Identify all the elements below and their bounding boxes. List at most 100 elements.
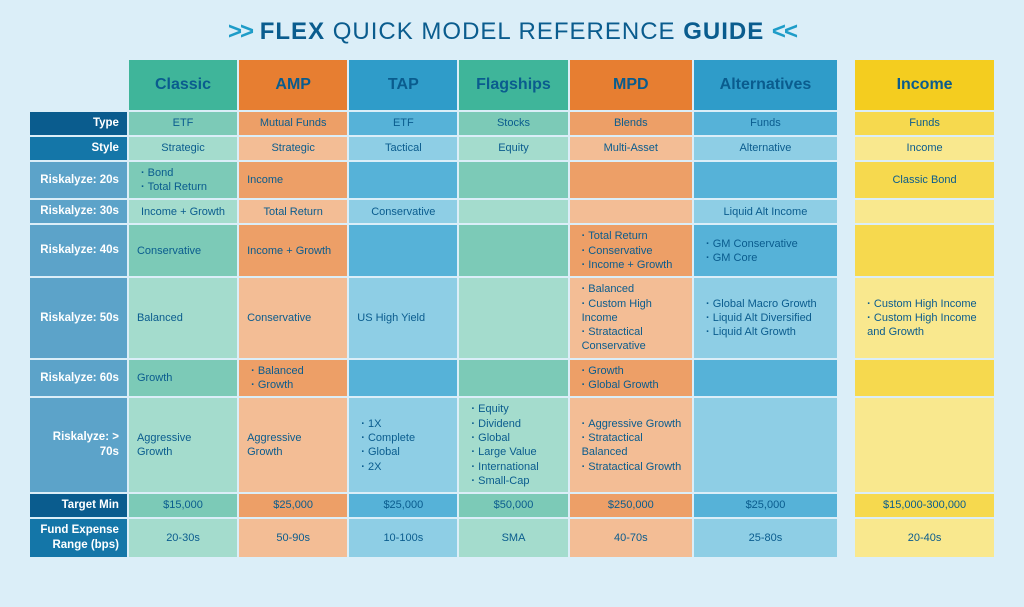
column-header: TAP (349, 60, 457, 110)
cell-list-item: GM Core (706, 251, 829, 265)
table-cell: Balanced (129, 278, 237, 357)
cell-list-item: Custom High Income (867, 297, 986, 311)
table-cell: Equity (459, 137, 567, 160)
cell-list-item: Bond (141, 166, 229, 180)
column-header: Flagships (459, 60, 567, 110)
table-cell: $50,000 (459, 494, 567, 517)
title-left-arrows: >> (228, 18, 252, 45)
table-cell: 50-90s (239, 519, 347, 557)
table-cell (694, 360, 837, 397)
table-cell (855, 360, 994, 397)
table-cell (855, 398, 994, 492)
table-cell: 1XCompleteGlobal2X (349, 398, 457, 492)
table-cell: Strategic (129, 137, 237, 160)
row-label: Style (30, 137, 127, 160)
row-label: Riskalyze: 20s (30, 162, 127, 199)
table-cell: ETF (349, 112, 457, 135)
cell-list-item: Stratactical Balanced (582, 431, 684, 460)
table-cell: $15,000-300,000 (855, 494, 994, 517)
cell-list-item: Growth (582, 364, 684, 378)
table-cell (459, 278, 567, 357)
table-cell: $25,000 (349, 494, 457, 517)
table-cell: $25,000 (239, 494, 347, 517)
cell-list-item: Conservative (582, 244, 684, 258)
row-label: Riskalyze: 40s (30, 225, 127, 276)
row-label: Fund Expense Range (bps) (30, 519, 127, 557)
cell-list-item: Custom High Income (582, 297, 684, 326)
table-cell (855, 200, 994, 223)
cell-list-item: Stratactical Growth (582, 460, 684, 474)
table-cell: Conservative (349, 200, 457, 223)
table-cell: 40-70s (570, 519, 692, 557)
table-cell: Aggressive GrowthStratactical BalancedSt… (570, 398, 692, 492)
cell-list-item: Global Macro Growth (706, 297, 829, 311)
table-cell: Tactical (349, 137, 457, 160)
cell-list-item: Large Value (471, 445, 559, 459)
table-cell: Aggressive Growth (129, 398, 237, 492)
row-label: Riskalyze: 60s (30, 360, 127, 397)
table-cell: $15,000 (129, 494, 237, 517)
table-cell (349, 225, 457, 276)
table-cell: Funds (694, 112, 837, 135)
title-mid: QUICK MODEL REFERENCE (325, 18, 683, 45)
cell-list-item: Custom High Income and Growth (867, 311, 986, 340)
table-cell (855, 225, 994, 276)
cell-list-item: Liquid Alt Diversified (706, 311, 829, 325)
table-cell: Strategic (239, 137, 347, 160)
table-cell: 20-40s (855, 519, 994, 557)
cell-list-item: Global (471, 431, 559, 445)
cell-list-item: Growth (251, 378, 339, 392)
cell-list-item: 2X (361, 460, 449, 474)
table-cell: Income + Growth (129, 200, 237, 223)
table-cell: 20-30s (129, 519, 237, 557)
row-label: Riskalyze: > 70s (30, 398, 127, 492)
table-cell: Classic Bond (855, 162, 994, 199)
table-cell: GM ConservativeGM Core (694, 225, 837, 276)
row-label: Type (30, 112, 127, 135)
cell-list-item: 1X (361, 417, 449, 431)
table-cell: BalancedCustom High IncomeStratactical C… (570, 278, 692, 357)
table-cell (459, 225, 567, 276)
table-cell: Aggressive Growth (239, 398, 347, 492)
row-label: Riskalyze: 50s (30, 278, 127, 357)
cell-list-item: Total Return (141, 180, 229, 194)
table-cell: Income + Growth (239, 225, 347, 276)
row-label: Target Min (30, 494, 127, 517)
table-cell: ETF (129, 112, 237, 135)
title-bold-1: FLEX (260, 18, 325, 45)
table-cell: BondTotal Return (129, 162, 237, 199)
column-header: MPD (570, 60, 692, 110)
table-cell: SMA (459, 519, 567, 557)
cell-list-item: Small-Cap (471, 474, 559, 488)
table-cell: Income (855, 137, 994, 160)
table-cell: Stocks (459, 112, 567, 135)
cell-list-item: Complete (361, 431, 449, 445)
table-cell: Global Macro GrowthLiquid Alt Diversifie… (694, 278, 837, 357)
table-cell: Liquid Alt Income (694, 200, 837, 223)
page-title: >> FLEX QUICK MODEL REFERENCE GUIDE << (28, 18, 996, 46)
cell-list-item: Global (361, 445, 449, 459)
cell-list-item: Liquid Alt Growth (706, 325, 829, 339)
table-cell (459, 162, 567, 199)
table-cell: GrowthGlobal Growth (570, 360, 692, 397)
table-cell: $25,000 (694, 494, 837, 517)
cell-list-item: Total Return (582, 229, 684, 243)
cell-list-item: Balanced (251, 364, 339, 378)
table-cell: Income (239, 162, 347, 199)
cell-list-item: International (471, 460, 559, 474)
table-cell: Funds (855, 112, 994, 135)
column-header: Income (855, 60, 994, 110)
table-cell: Custom High IncomeCustom High Income and… (855, 278, 994, 357)
cell-list-item: Income + Growth (582, 258, 684, 272)
cell-list-item: Stratactical Conservative (582, 325, 684, 354)
cell-list-item: Dividend (471, 417, 559, 431)
column-header: Classic (129, 60, 237, 110)
table-cell: Multi-Asset (570, 137, 692, 160)
cell-list-item: GM Conservative (706, 237, 829, 251)
cell-list-item: Balanced (582, 282, 684, 296)
table-cell: 25-80s (694, 519, 837, 557)
cell-list-item: Global Growth (582, 378, 684, 392)
table-cell (570, 162, 692, 199)
table-cell: US High Yield (349, 278, 457, 357)
table-cell: Conservative (129, 225, 237, 276)
